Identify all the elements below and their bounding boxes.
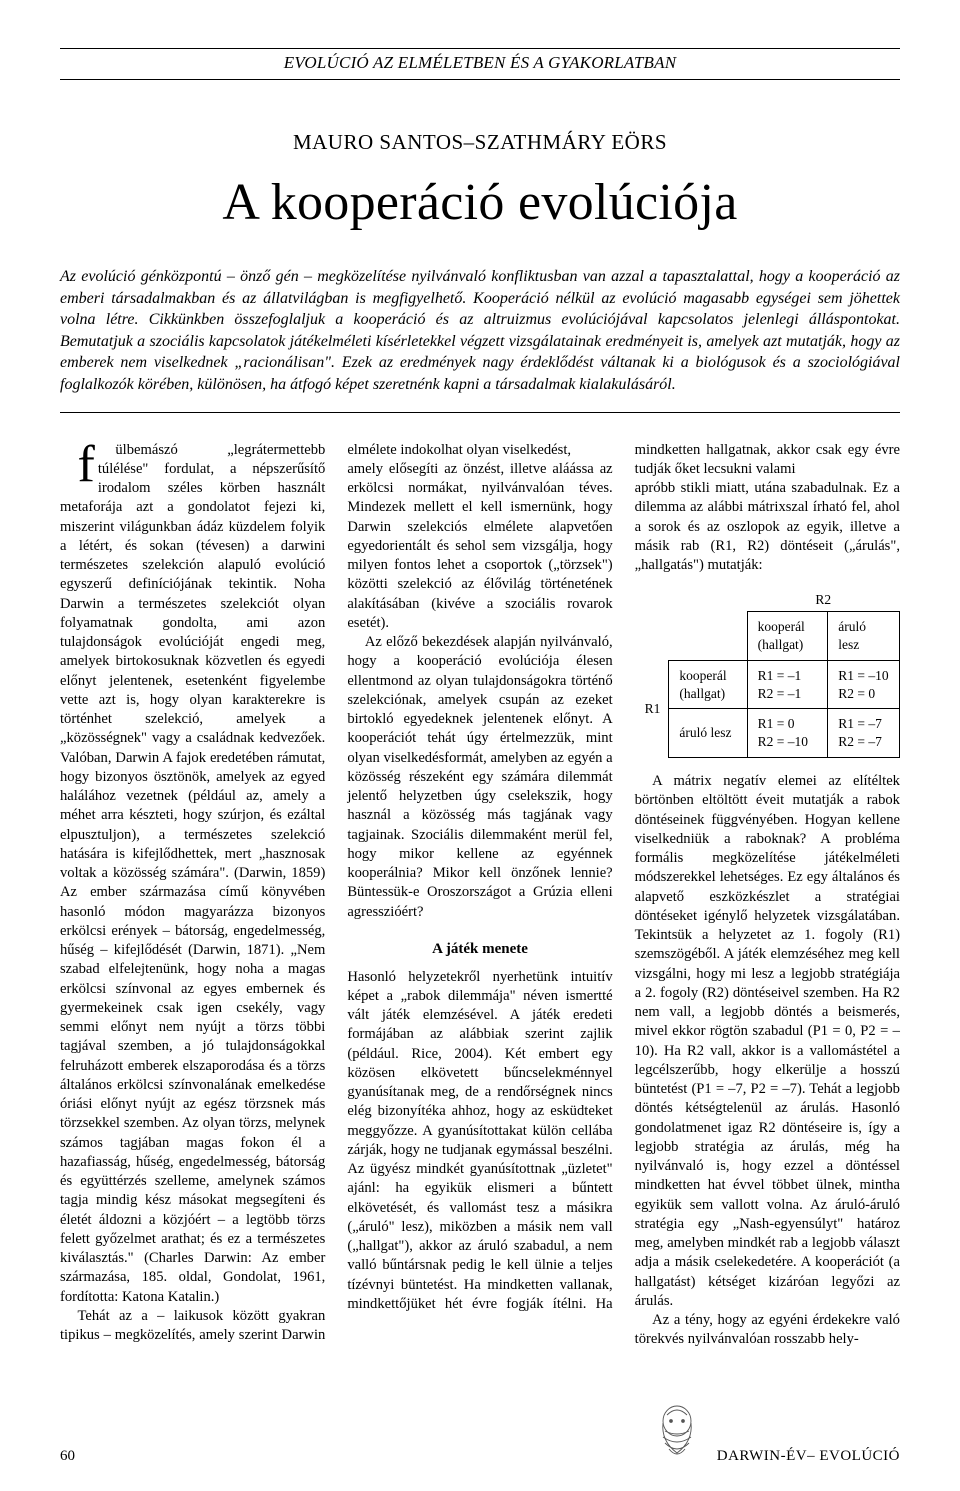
- matrix-row-label: kooperál (hallgat): [669, 660, 747, 709]
- matrix-row-label: áruló lesz: [669, 709, 747, 758]
- top-rule: [60, 48, 900, 49]
- section-heading: A játék menete: [347, 940, 612, 960]
- body-para: amely elősegíti az önzést, illetve aláás…: [347, 460, 612, 633]
- footer-source: DARWIN-ÉV– EVOLÚCIÓ: [647, 1401, 900, 1465]
- matrix-col-outer-label: R2: [747, 585, 899, 611]
- matrix-cell: R1 = –7R2 = –7: [828, 709, 900, 758]
- body-para: Az a tény, hogy az egyéni érdekekre való…: [635, 1311, 900, 1350]
- page-number: 60: [60, 1448, 75, 1465]
- body-para: A mátrix negatív elemei az elítéltek bör…: [635, 772, 900, 1311]
- matrix-col-label: kooperál (hallgat): [747, 612, 828, 661]
- matrix-cell: R1 = 0R2 = –10: [747, 709, 828, 758]
- matrix-cell: R1 = –1R2 = –1: [747, 660, 828, 709]
- running-head: EVOLÚCIÓ AZ ELMÉLETBEN ÉS A GYAKORLATBAN: [60, 53, 900, 80]
- body-para: fülbemászó „legrátermettebb túlélése" fo…: [60, 441, 325, 1307]
- matrix-col-label: áruló lesz: [828, 612, 900, 661]
- page-footer: 60 DARWIN-ÉV– EVOL: [60, 1401, 900, 1465]
- payoff-matrix: R2 kooperál (hallgat) áruló lesz R1 koop…: [635, 585, 900, 758]
- body-para: Az előző bekezdések alapján nyilvánvaló,…: [347, 633, 612, 922]
- authors: MAURO SANTOS–SZATHMÁRY EÖRS: [60, 130, 900, 155]
- footer-source-text: DARWIN-ÉV– EVOLÚCIÓ: [717, 1448, 900, 1464]
- matrix-cell: R1 = –10R2 = 0: [828, 660, 900, 709]
- abstract: Az evolúció génközpontú – önző gén – meg…: [60, 266, 900, 396]
- abstract-rule: [60, 412, 900, 413]
- page-root: EVOLÚCIÓ AZ ELMÉLETBEN ÉS A GYAKORLATBAN…: [0, 0, 960, 1491]
- body-columns: fülbemászó „legrátermettebb túlélése" fo…: [60, 441, 900, 1350]
- body-para: apróbb stikli miatt, utána szabadulnak. …: [635, 479, 900, 575]
- darwin-portrait-icon: [647, 1401, 707, 1465]
- matrix-row-outer-label: R1: [635, 660, 669, 757]
- article-title: A kooperáció evolúciója: [60, 173, 900, 232]
